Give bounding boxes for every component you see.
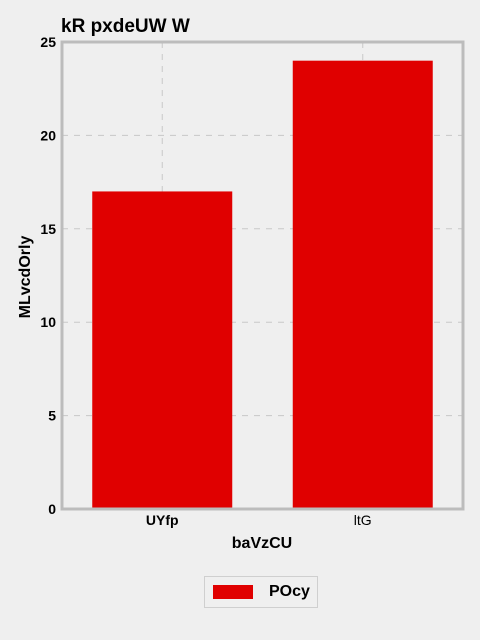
- x-tick-labels: UYfp ltG: [146, 512, 372, 528]
- bars: [92, 60, 433, 510]
- y-tick-label: 5: [48, 408, 56, 424]
- chart-title: kR pxdeUW W: [61, 16, 190, 37]
- legend-swatch: [213, 585, 253, 599]
- y-axis-label: MLvcdOrly: [17, 236, 34, 319]
- y-tick-label: 20: [40, 127, 56, 143]
- legend: POcy: [204, 576, 318, 608]
- bar-ltG: [292, 60, 433, 510]
- y-tick-label: 0: [48, 501, 56, 517]
- bar-UYfp: [92, 191, 233, 509]
- x-tick-label: ltG: [354, 512, 372, 528]
- y-tick-labels: 0 5 10 15 20 25: [40, 34, 56, 517]
- y-tick-label: 10: [40, 314, 56, 330]
- x-tick-label: UYfp: [146, 512, 179, 528]
- x-axis-label: baVzCU: [232, 535, 292, 552]
- legend-label: POcy: [269, 583, 310, 600]
- plot-frame: [60, 40, 465, 511]
- y-tick-label: 15: [40, 221, 56, 237]
- y-tick-label: 25: [40, 34, 56, 50]
